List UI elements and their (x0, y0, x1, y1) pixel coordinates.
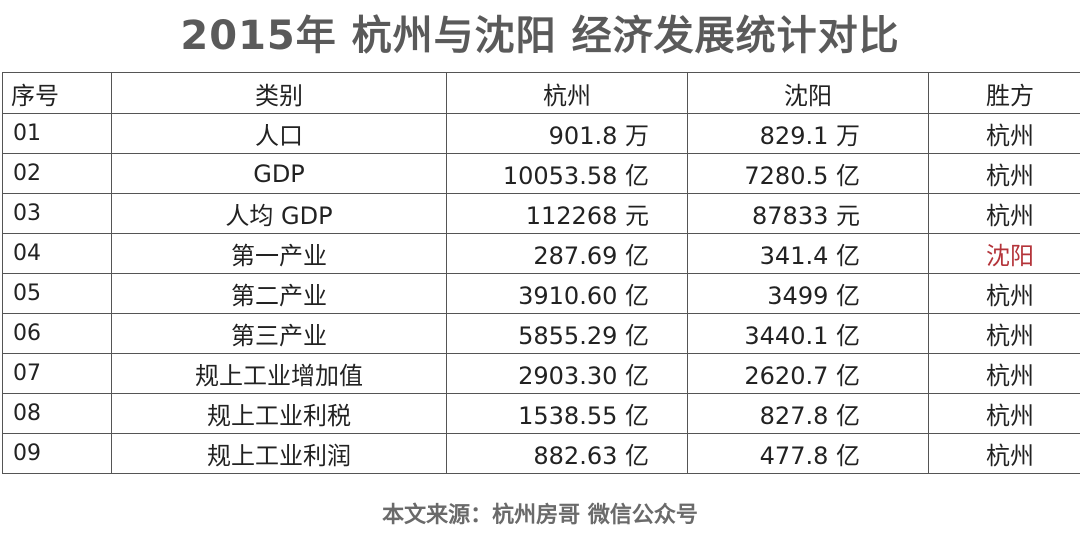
row-index: 06 (2, 313, 112, 354)
row-index: 07 (2, 353, 112, 394)
source-caption: 本文来源：杭州房哥 微信公众号 (382, 503, 698, 528)
row-shenyang-value: 341.4 亿 (687, 233, 929, 274)
row-index: 03 (2, 193, 112, 234)
row-winner: 杭州 (928, 433, 1080, 474)
header-index: 序号 (2, 72, 112, 114)
row-winner: 沈阳 (928, 233, 1080, 274)
table-row: 03 人均 GDP 112268 元 87833 元 杭州 (2, 193, 1080, 234)
table-row: 08 规上工业利税 1538.55 亿 827.8 亿 杭州 (2, 393, 1080, 434)
row-index: 01 (2, 113, 112, 154)
table-row: 06 第三产业 5855.29 亿 3440.1 亿 杭州 (2, 313, 1080, 354)
table-body: 01 人口 901.8 万 829.1 万 杭州 02 GDP 10053.58… (2, 113, 1080, 474)
table-header-row: 序号 类别 杭州 沈阳 胜方 (2, 72, 1080, 114)
row-shenyang-value: 2620.7 亿 (687, 353, 929, 394)
row-winner: 杭州 (928, 153, 1080, 194)
row-shenyang-value: 829.1 万 (687, 113, 929, 154)
row-hangzhou-value: 112268 元 (446, 193, 688, 234)
table-row: 05 第二产业 3910.60 亿 3499 亿 杭州 (2, 273, 1080, 314)
row-shenyang-value: 477.8 亿 (687, 433, 929, 474)
row-category: 规上工业利税 (111, 393, 447, 434)
comparison-table: 序号 类别 杭州 沈阳 胜方 01 人口 901.8 万 829.1 万 杭州 … (2, 72, 1080, 474)
row-hangzhou-value: 901.8 万 (446, 113, 688, 154)
row-index: 05 (2, 273, 112, 314)
row-hangzhou-value: 10053.58 亿 (446, 153, 688, 194)
row-shenyang-value: 3440.1 亿 (687, 313, 929, 354)
table-row: 04 第一产业 287.69 亿 341.4 亿 沈阳 (2, 233, 1080, 274)
row-hangzhou-value: 2903.30 亿 (446, 353, 688, 394)
row-hangzhou-value: 3910.60 亿 (446, 273, 688, 314)
row-index: 08 (2, 393, 112, 434)
header-shenyang: 沈阳 (687, 72, 929, 114)
row-shenyang-value: 827.8 亿 (687, 393, 929, 434)
row-winner: 杭州 (928, 353, 1080, 394)
row-category: 人均 GDP (111, 193, 447, 234)
row-hangzhou-value: 882.63 亿 (446, 433, 688, 474)
comparison-table-container: 序号 类别 杭州 沈阳 胜方 01 人口 901.8 万 829.1 万 杭州 … (2, 72, 1080, 486)
row-hangzhou-value: 1538.55 亿 (446, 393, 688, 434)
row-winner: 杭州 (928, 313, 1080, 354)
header-category: 类别 (111, 72, 447, 114)
table-row: 09 规上工业利润 882.63 亿 477.8 亿 杭州 (2, 433, 1080, 474)
row-index: 09 (2, 433, 112, 474)
row-category: 人口 (111, 113, 447, 154)
row-index: 04 (2, 233, 112, 274)
row-winner: 杭州 (928, 113, 1080, 154)
row-index: 02 (2, 153, 112, 194)
row-winner: 杭州 (928, 393, 1080, 434)
row-hangzhou-value: 287.69 亿 (446, 233, 688, 274)
row-category: 规上工业利润 (111, 433, 447, 474)
row-shenyang-value: 87833 元 (687, 193, 929, 234)
page-title: 2015年 杭州与沈阳 经济发展统计对比 (180, 13, 900, 59)
row-shenyang-value: 3499 亿 (687, 273, 929, 314)
row-hangzhou-value: 5855.29 亿 (446, 313, 688, 354)
row-winner: 杭州 (928, 273, 1080, 314)
table-row: 01 人口 901.8 万 829.1 万 杭州 (2, 113, 1080, 154)
table-row: 07 规上工业增加值 2903.30 亿 2620.7 亿 杭州 (2, 353, 1080, 394)
row-category: 第一产业 (111, 233, 447, 274)
row-category: 第三产业 (111, 313, 447, 354)
row-category: GDP (111, 153, 447, 194)
row-shenyang-value: 7280.5 亿 (687, 153, 929, 194)
header-winner: 胜方 (928, 72, 1080, 114)
table-row: 02 GDP 10053.58 亿 7280.5 亿 杭州 (2, 153, 1080, 194)
header-hangzhou: 杭州 (446, 72, 688, 114)
row-winner: 杭州 (928, 193, 1080, 234)
row-category: 第二产业 (111, 273, 447, 314)
row-category: 规上工业增加值 (111, 353, 447, 394)
